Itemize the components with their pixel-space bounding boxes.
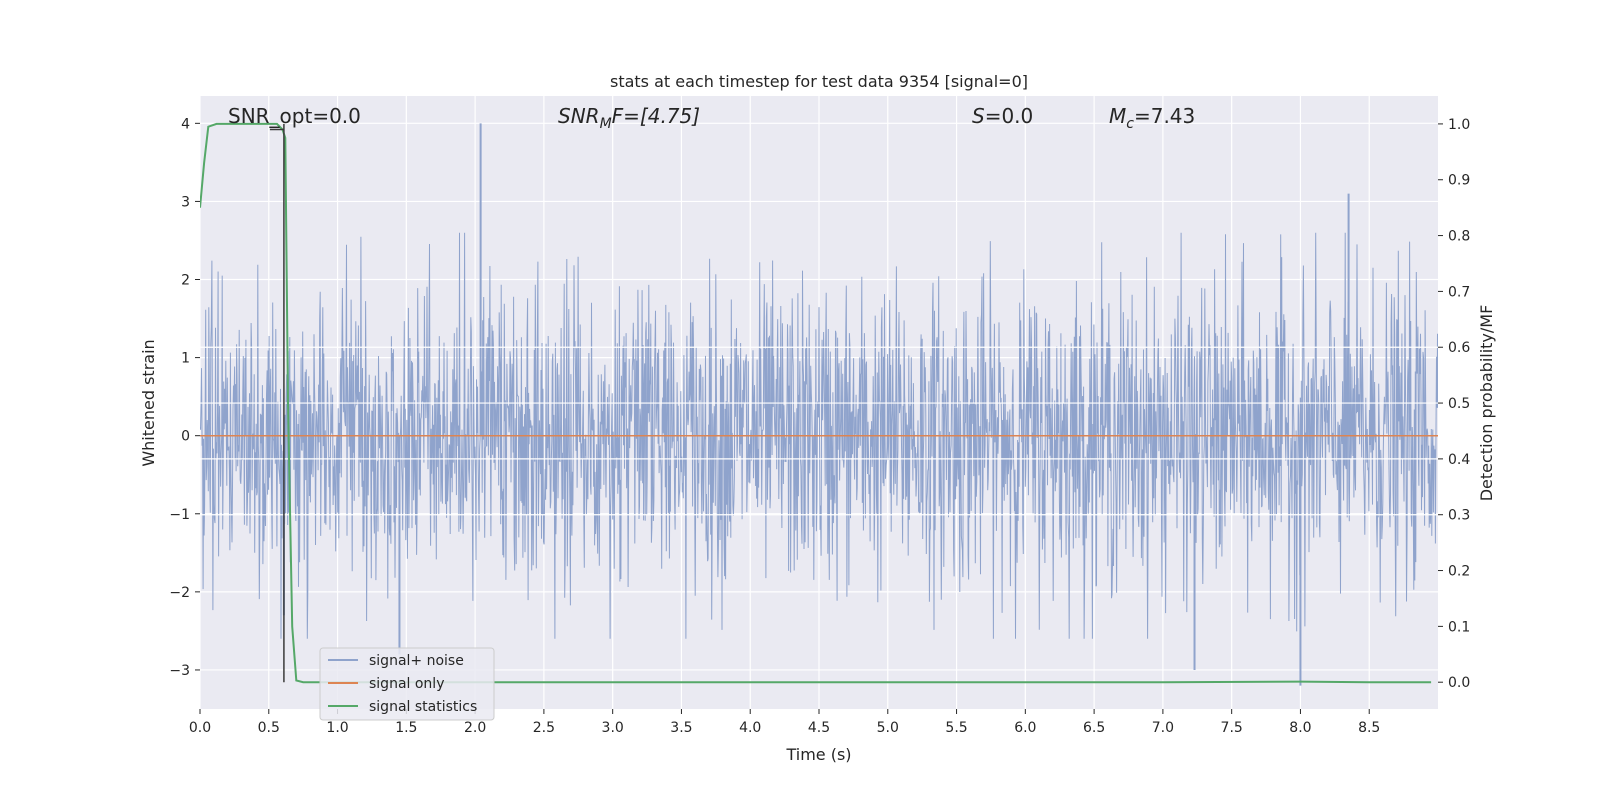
annotation-mc-rest: =7.43 bbox=[1134, 104, 1195, 128]
x-tick-label-9: 4.5 bbox=[808, 720, 830, 736]
x-tick-label-10: 5.0 bbox=[877, 720, 899, 736]
annotation-snr-mf-sub: M bbox=[600, 116, 612, 132]
y-right-tick-label-6: 0.6 bbox=[1448, 340, 1470, 356]
y-right-tick-label-1: 0.1 bbox=[1448, 619, 1470, 635]
x-axis-label: Time (s) bbox=[785, 745, 851, 764]
x-tick-label-13: 6.5 bbox=[1083, 720, 1105, 736]
y-left-tick-label-7: 4 bbox=[181, 116, 190, 132]
vertical-marker bbox=[269, 123, 285, 683]
annotation-snr-mf-rest: F=[4.75] bbox=[612, 104, 700, 128]
y-right-tick-label-5: 0.5 bbox=[1448, 396, 1470, 412]
x-tick-label-4: 2.0 bbox=[464, 720, 486, 736]
x-tick-label-11: 5.5 bbox=[945, 720, 967, 736]
y-right-tick-label-4: 0.4 bbox=[1448, 452, 1470, 468]
series-signal-statistics bbox=[200, 122, 1432, 684]
y-left-axis-ticks: −3 −2 −1 0 1 2 3 4 bbox=[169, 116, 200, 679]
y-left-tick-label-6: 3 bbox=[181, 194, 190, 210]
chart-title: stats at each timestep for test data 935… bbox=[610, 72, 1028, 91]
x-tick-label-3: 1.5 bbox=[395, 720, 417, 736]
x-tick-label-1: 0.5 bbox=[258, 720, 280, 736]
x-tick-label-6: 3.0 bbox=[602, 720, 624, 736]
noise-trace bbox=[200, 232, 1438, 639]
x-tick-label-8: 4.0 bbox=[739, 720, 761, 736]
legend-box bbox=[319, 647, 495, 721]
y-right-tick-label-9: 0.9 bbox=[1448, 173, 1470, 189]
y-left-tick-label-4: 1 bbox=[181, 351, 190, 367]
x-tick-label-0: 0.0 bbox=[189, 720, 211, 736]
legend: signal+ noise signal only signal statist… bbox=[319, 647, 495, 721]
annotation-snr-mf-main: SNR bbox=[558, 104, 600, 128]
legend-label-signal-noise: signal+ noise bbox=[369, 653, 464, 669]
legend-label-signal-statistics: signal statistics bbox=[369, 699, 477, 715]
y-right-tick-label-0: 0.0 bbox=[1448, 675, 1470, 691]
y-left-tick-label-1: −2 bbox=[169, 585, 190, 601]
y-left-axis-label: Whitened strain bbox=[139, 339, 158, 466]
y-right-tick-label-10: 1.0 bbox=[1448, 117, 1470, 133]
x-tick-label-17: 8.5 bbox=[1358, 720, 1380, 736]
annotation-s: S=0.0 bbox=[972, 104, 1033, 128]
x-tick-label-15: 7.5 bbox=[1221, 720, 1243, 736]
y-right-axis-ticks: 0.0 0.1 0.2 0.3 0.4 0.5 0.6 0.7 0.8 0.9 1.0 bbox=[1438, 117, 1470, 691]
x-tick-label-5: 2.5 bbox=[533, 720, 555, 736]
grid-overlay bbox=[200, 346, 1438, 516]
x-tick-label-7: 3.5 bbox=[670, 720, 692, 736]
x-tick-label-16: 8.0 bbox=[1289, 720, 1311, 736]
annotation-mc: Mc=7.43 bbox=[1109, 104, 1195, 132]
x-tick-label-2: 1.0 bbox=[326, 720, 348, 736]
signal-statistics-line bbox=[200, 122, 1432, 684]
y-left-tick-label-0: −3 bbox=[169, 663, 190, 679]
y-left-tick-label-3: 0 bbox=[181, 429, 190, 445]
y-right-tick-label-3: 0.3 bbox=[1448, 508, 1470, 524]
y-right-tick-label-8: 0.8 bbox=[1448, 229, 1470, 245]
legend-label-signal-only: signal only bbox=[369, 676, 444, 692]
annotation-mc-main: M bbox=[1109, 104, 1126, 128]
y-left-tick-label-5: 2 bbox=[181, 273, 190, 289]
y-right-tick-label-7: 0.7 bbox=[1448, 284, 1470, 300]
annotation-s-main: S bbox=[972, 104, 985, 128]
annotation-mc-sub: c bbox=[1126, 116, 1134, 132]
annotation-snr-opt: SNR_opt=0.0 bbox=[228, 104, 361, 128]
y-right-tick-label-2: 0.2 bbox=[1448, 564, 1470, 580]
annotation-s-rest: =0.0 bbox=[985, 104, 1034, 128]
x-axis-ticks: 0.0 0.5 1.0 1.5 2.0 2.5 3.0 3.5 4.0 4.5 5.0 5.5 6.0 6… bbox=[189, 709, 1380, 736]
y-right-axis-label: Detection probability/MF bbox=[1477, 305, 1496, 502]
x-tick-label-14: 7.0 bbox=[1152, 720, 1174, 736]
x-tick-label-12: 6.0 bbox=[1014, 720, 1036, 736]
y-left-tick-label-2: −1 bbox=[169, 507, 190, 523]
annotation-snr-mf: SNRMF=[4.75] bbox=[558, 104, 700, 132]
